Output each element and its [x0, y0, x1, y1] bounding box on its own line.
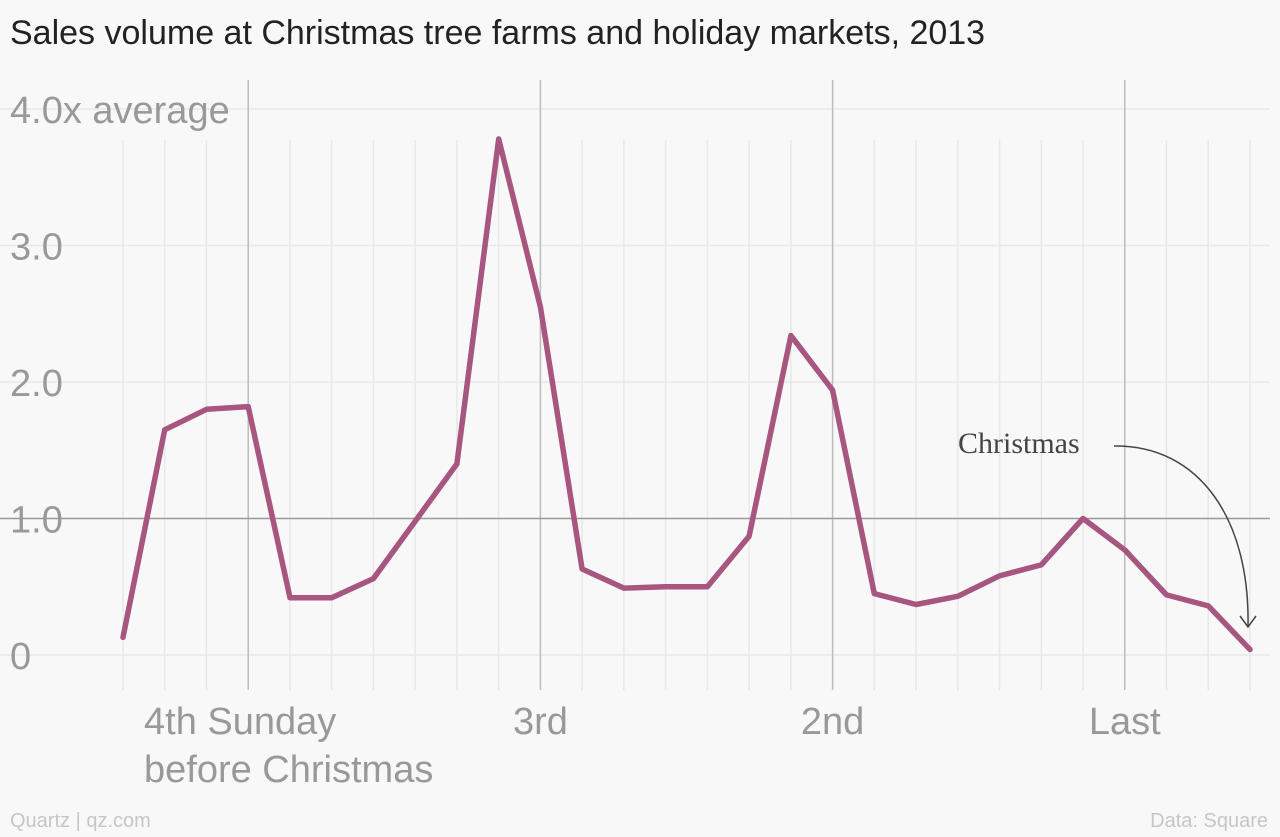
footer-source: Data: Square [1150, 810, 1268, 832]
major-gridlines [247, 80, 1126, 690]
x-tick-label: 2nd [801, 701, 864, 743]
chart-title: Sales volume at Christmas tree farms and… [10, 14, 986, 52]
series-layer [120, 136, 1253, 653]
annotation-arrowhead [1239, 615, 1257, 629]
annotation-label: Christmas [958, 427, 1080, 460]
series-line [120, 136, 1253, 653]
x-axis: 4th Sunday before Christmas 3rd 2nd Last [144, 701, 1161, 791]
x-tick-label: 4th Sunday before Christmas [144, 701, 433, 791]
y-tick-label: 2.0 [10, 363, 63, 405]
footer-credit: Quartz | qz.com [10, 810, 151, 832]
x-tick-label: 3rd [513, 701, 568, 743]
y-tick-label: 3.0 [10, 227, 63, 269]
annotation-arrow [1113, 445, 1249, 627]
y-tick-label: 0 [10, 636, 31, 678]
y-axis: 4.0x average 3.0 2.0 1.0 0 [10, 90, 230, 678]
minor-gridlines [0, 108, 1270, 690]
y-tick-label: 4.0x average [10, 90, 230, 132]
x-tick-label: Last [1089, 701, 1161, 743]
annotation-layer: Christmas [958, 427, 1257, 629]
y-tick-label: 1.0 [10, 500, 63, 542]
